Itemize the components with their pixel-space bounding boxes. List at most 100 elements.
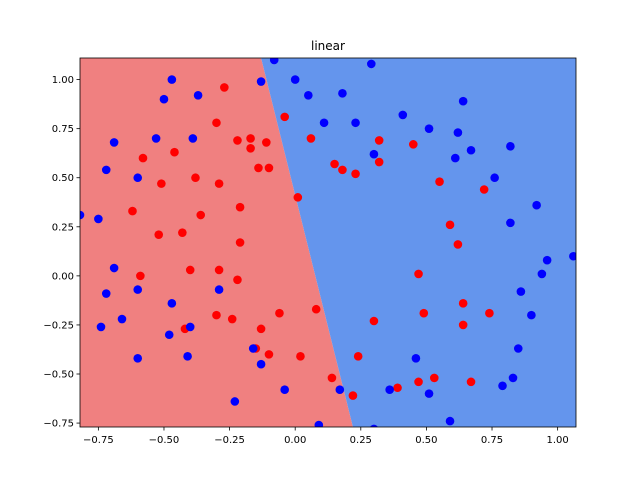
x-tick-label: 0.25 bbox=[350, 435, 372, 446]
data-point bbox=[445, 220, 455, 230]
data-point bbox=[246, 143, 255, 153]
data-point bbox=[183, 352, 192, 361]
data-point bbox=[256, 77, 266, 86]
y-tick-label: 0.00 bbox=[52, 271, 74, 282]
data-point bbox=[235, 238, 245, 247]
data-point bbox=[453, 240, 463, 249]
y-axis: −0.75 −0.50 −0.25 0.00 0.25 0.50 0.75 1.00 bbox=[43, 75, 80, 430]
data-point bbox=[367, 59, 376, 69]
data-point bbox=[335, 385, 345, 395]
data-point bbox=[485, 308, 494, 318]
data-point bbox=[128, 206, 137, 216]
data-point bbox=[94, 214, 103, 224]
data-point bbox=[254, 163, 263, 173]
data-point bbox=[374, 136, 384, 145]
x-tick-label: −0.50 bbox=[149, 435, 180, 446]
data-point bbox=[479, 185, 489, 194]
y-tick-label: 1.00 bbox=[52, 75, 74, 86]
data-point bbox=[385, 385, 394, 395]
y-tick-label: −0.75 bbox=[43, 419, 74, 430]
data-point bbox=[227, 314, 237, 324]
data-point bbox=[214, 265, 224, 275]
data-point bbox=[233, 275, 242, 285]
data-point bbox=[117, 314, 127, 324]
y-tick-label: 0.25 bbox=[52, 222, 74, 233]
data-point bbox=[445, 416, 455, 426]
data-point bbox=[414, 269, 423, 279]
data-point bbox=[542, 255, 552, 265]
data-point bbox=[532, 200, 541, 210]
data-point bbox=[296, 352, 305, 361]
data-point bbox=[306, 134, 316, 143]
data-point bbox=[275, 308, 284, 318]
data-point bbox=[193, 90, 203, 100]
data-point bbox=[435, 177, 444, 186]
decision-regions bbox=[80, 58, 576, 427]
data-point bbox=[369, 149, 379, 159]
data-point bbox=[138, 153, 148, 163]
data-point bbox=[338, 89, 347, 98]
data-point bbox=[101, 165, 111, 175]
data-point bbox=[398, 110, 408, 120]
data-point bbox=[513, 344, 523, 353]
data-point bbox=[311, 304, 321, 314]
data-point bbox=[151, 134, 161, 143]
data-point bbox=[212, 310, 221, 320]
data-point bbox=[569, 251, 576, 261]
data-point bbox=[101, 289, 111, 298]
data-point bbox=[256, 324, 266, 334]
data-point bbox=[370, 424, 378, 427]
x-tick-label: 0.50 bbox=[415, 435, 437, 446]
data-point bbox=[136, 271, 145, 281]
region-right bbox=[261, 58, 576, 427]
data-point bbox=[264, 163, 274, 173]
y-tick-label: −0.50 bbox=[43, 370, 74, 381]
data-point bbox=[338, 165, 347, 175]
data-point bbox=[408, 140, 418, 149]
data-point bbox=[248, 344, 258, 353]
data-point bbox=[164, 330, 174, 340]
data-point bbox=[419, 308, 429, 318]
data-point bbox=[424, 389, 434, 398]
data-point bbox=[167, 299, 177, 308]
data-point bbox=[374, 157, 384, 167]
x-tick-label: −0.75 bbox=[83, 435, 114, 446]
data-point bbox=[256, 359, 266, 369]
data-point bbox=[314, 420, 324, 427]
data-point bbox=[458, 96, 468, 106]
data-point bbox=[196, 210, 206, 220]
x-tick-label: −0.25 bbox=[214, 435, 245, 446]
data-point bbox=[280, 112, 289, 122]
data-point bbox=[506, 142, 515, 151]
data-point bbox=[178, 228, 187, 237]
data-point bbox=[188, 134, 198, 143]
chart-title: linear bbox=[311, 39, 345, 53]
data-point bbox=[157, 179, 166, 188]
data-point bbox=[353, 352, 363, 361]
y-tick-label: 0.75 bbox=[52, 124, 74, 135]
x-axis: −0.75 −0.50 −0.25 0.00 0.25 0.50 0.75 1.00 bbox=[83, 427, 569, 446]
data-point bbox=[351, 118, 360, 128]
data-point bbox=[109, 138, 119, 147]
data-point bbox=[304, 90, 313, 100]
data-point bbox=[319, 118, 329, 128]
data-point bbox=[453, 128, 463, 137]
data-point bbox=[280, 385, 289, 395]
x-tick-label: 1.00 bbox=[546, 435, 568, 446]
data-point bbox=[159, 94, 169, 104]
data-point bbox=[109, 263, 119, 273]
data-point bbox=[133, 354, 143, 363]
data-point bbox=[191, 173, 200, 183]
data-point bbox=[185, 322, 195, 332]
data-point bbox=[220, 83, 229, 92]
data-point bbox=[527, 310, 536, 320]
data-point bbox=[498, 381, 507, 391]
data-point bbox=[424, 124, 434, 133]
x-tick-label: 0.00 bbox=[284, 435, 306, 446]
data-point bbox=[80, 210, 85, 220]
y-tick-label: 0.50 bbox=[52, 173, 74, 184]
data-point bbox=[269, 58, 279, 65]
x-tick-label: 0.75 bbox=[481, 435, 503, 446]
data-point bbox=[230, 397, 240, 406]
